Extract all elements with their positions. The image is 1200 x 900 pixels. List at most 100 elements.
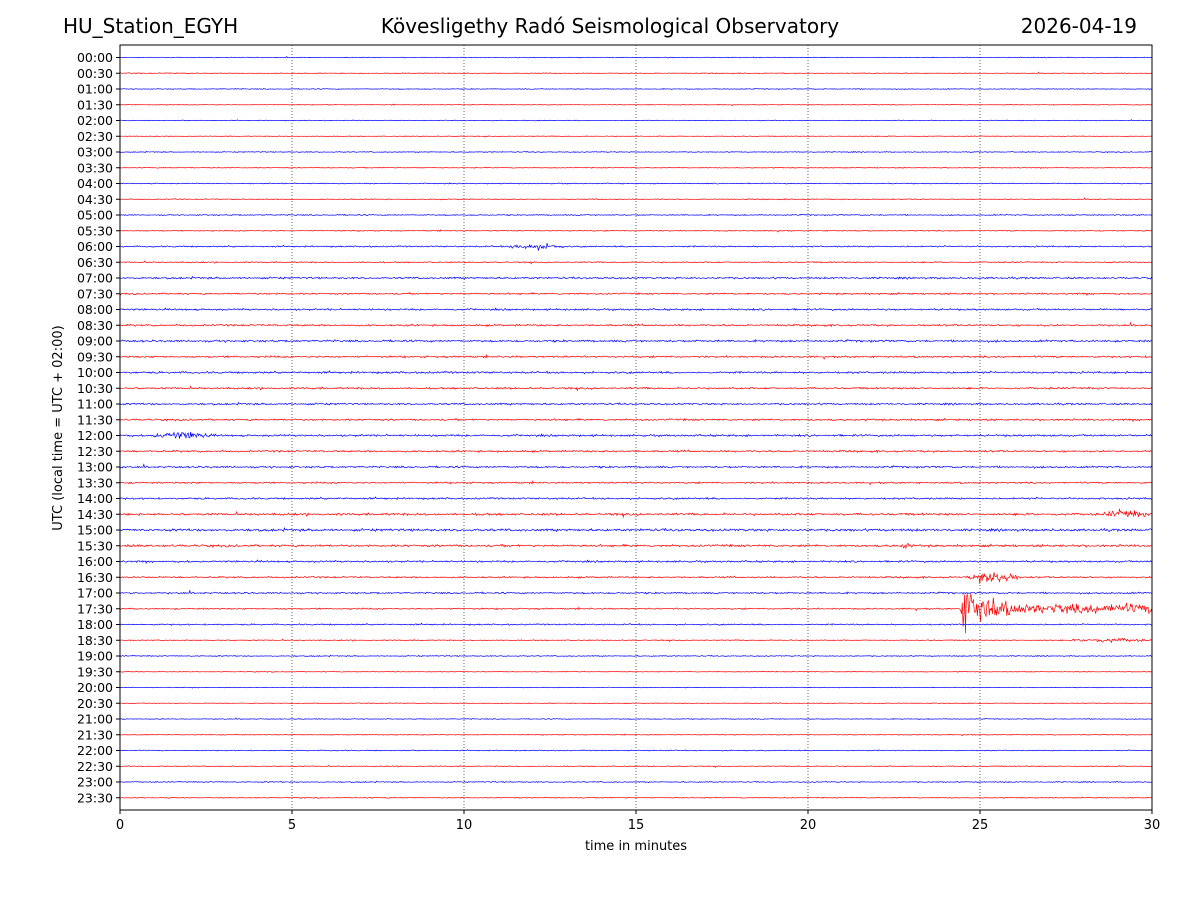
trace-05:00	[119, 213, 1153, 217]
y-tick-label: 16:00	[77, 554, 113, 569]
trace-03:30	[119, 166, 1153, 169]
trace-17:30	[119, 593, 1153, 634]
y-tick-label: 20:30	[77, 696, 113, 711]
y-tick-label: 08:30	[77, 318, 113, 333]
trace-07:00	[119, 275, 1153, 280]
trace-04:30	[119, 197, 1153, 201]
trace-02:30	[119, 135, 1153, 138]
y-tick-label: 02:00	[77, 113, 113, 128]
trace-00:00	[119, 56, 1153, 59]
y-tick-label: 23:00	[77, 775, 113, 790]
y-tick-label: 08:00	[77, 302, 113, 317]
trace-04:00	[119, 182, 1153, 185]
y-tick-label: 15:30	[77, 538, 113, 553]
y-tick-label: 10:00	[77, 365, 113, 380]
y-tick-label: 07:00	[77, 271, 113, 286]
y-tick-label: 05:00	[77, 208, 113, 223]
y-tick-label: 11:00	[77, 397, 113, 412]
trace-11:00	[119, 401, 1153, 406]
trace-12:30	[119, 449, 1153, 454]
trace-23:30	[119, 796, 1153, 799]
station-name: HU_Station_EGYH	[63, 14, 239, 38]
trace-22:00	[119, 749, 1153, 752]
y-tick-label: 11:30	[77, 412, 113, 427]
trace-07:30	[119, 291, 1153, 296]
trace-10:00	[119, 370, 1153, 375]
y-tick-label: 06:30	[77, 255, 113, 270]
y-tick-label: 21:30	[77, 727, 113, 742]
trace-08:00	[119, 307, 1153, 312]
y-tick-label: 02:30	[77, 129, 113, 144]
y-tick-label: 03:30	[77, 160, 113, 175]
trace-12:00	[119, 431, 1153, 439]
y-tick-label: 03:00	[77, 145, 113, 160]
x-axis-label: time in minutes	[585, 839, 687, 854]
trace-03:00	[119, 150, 1153, 154]
trace-group	[119, 56, 1153, 799]
y-tick-label: 01:00	[77, 82, 113, 97]
observatory-title: Kövesligethy Radó Seismological Observat…	[380, 14, 840, 38]
trace-22:30	[119, 764, 1153, 769]
y-tick-label: 07:30	[77, 286, 113, 301]
trace-00:30	[119, 71, 1153, 75]
x-tick-label: 30	[1144, 818, 1161, 833]
trace-19:30	[119, 670, 1153, 673]
x-axis: 0 5 10 15 20 25 30	[116, 810, 1160, 833]
y-tick-label: 12:00	[77, 428, 113, 443]
trace-09:30	[119, 353, 1153, 360]
y-tick-label: 09:00	[77, 334, 113, 349]
trace-19:00	[119, 654, 1153, 658]
y-tick-label: 18:00	[77, 617, 113, 632]
trace-15:30	[119, 543, 1153, 550]
x-tick-label: 10	[456, 818, 473, 833]
y-tick-label: 00:30	[77, 66, 113, 81]
trace-08:30	[119, 321, 1153, 328]
y-tick-label: 17:30	[77, 601, 113, 616]
trace-13:00	[119, 463, 1153, 469]
trace-01:30	[119, 103, 1153, 107]
y-tick-label: 22:30	[77, 759, 113, 774]
trace-11:30	[119, 417, 1153, 423]
y-axis: 00:0000:3001:0001:3002:0002:3003:0003:30…	[77, 50, 120, 805]
trace-20:00	[119, 686, 1153, 689]
y-tick-label: 19:00	[77, 649, 113, 664]
trace-05:30	[119, 229, 1153, 233]
y-tick-label: 13:00	[77, 460, 113, 475]
trace-10:30	[119, 385, 1153, 392]
trace-16:30	[119, 572, 1153, 584]
trace-15:00	[119, 526, 1153, 533]
trace-02:00	[119, 119, 1153, 122]
y-tick-label: 15:00	[77, 523, 113, 538]
y-tick-label: 16:30	[77, 570, 113, 585]
trace-13:30	[119, 480, 1153, 486]
x-tick-label: 25	[972, 818, 989, 833]
y-tick-label: 06:00	[77, 239, 113, 254]
trace-18:30	[119, 637, 1153, 644]
plot-date: 2026-04-19	[1020, 14, 1137, 38]
x-tick-label: 0	[116, 818, 124, 833]
y-tick-label: 19:30	[77, 664, 113, 679]
trace-14:30	[119, 508, 1153, 519]
y-tick-label: 18:30	[77, 633, 113, 648]
y-tick-label: 22:00	[77, 743, 113, 758]
trace-14:00	[119, 496, 1153, 501]
trace-23:00	[119, 780, 1153, 784]
trace-16:00	[120, 559, 1153, 565]
y-tick-label: 09:30	[77, 349, 113, 364]
x-tick-label: 5	[288, 818, 296, 833]
trace-06:00	[119, 242, 1153, 251]
vertical-grid	[291, 45, 981, 810]
y-tick-label: 05:30	[77, 223, 113, 238]
trace-18:00	[119, 622, 1153, 626]
y-tick-label: 23:30	[77, 790, 113, 805]
y-tick-label: 14:00	[77, 491, 113, 506]
trace-17:00	[119, 589, 1153, 595]
trace-21:30	[119, 733, 1153, 737]
y-tick-label: 01:30	[77, 97, 113, 112]
trace-21:00	[119, 717, 1153, 720]
trace-01:00	[119, 88, 1153, 90]
y-tick-label: 04:30	[77, 192, 113, 207]
x-tick-label: 20	[800, 818, 817, 833]
